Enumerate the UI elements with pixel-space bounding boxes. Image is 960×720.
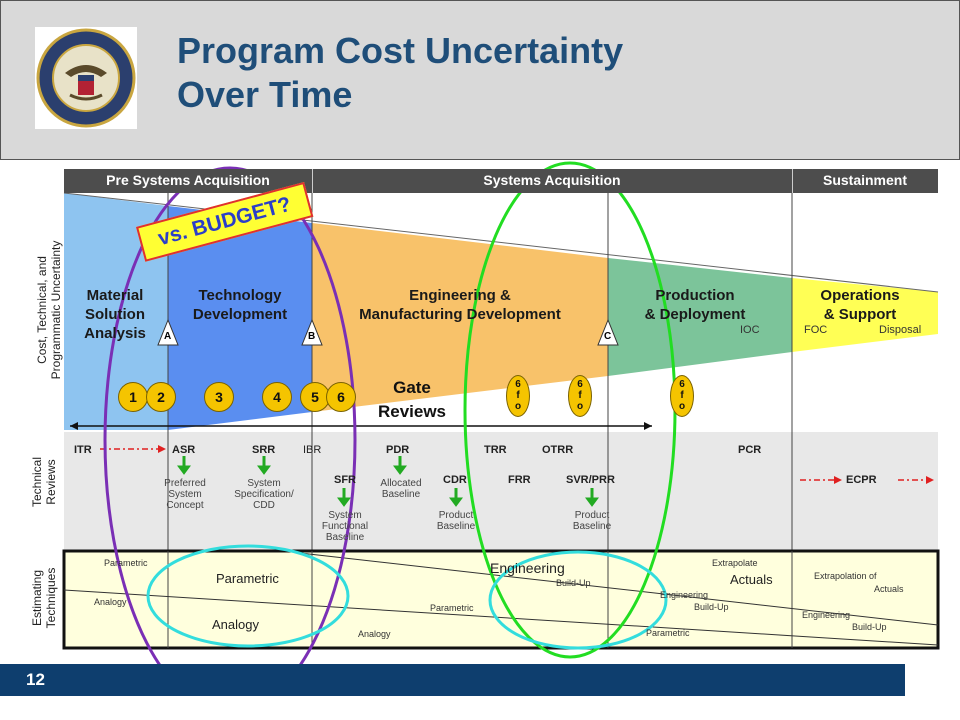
milestone-foc: FOC: [804, 324, 828, 336]
est-extrapolation-of: Extrapolation of: [814, 571, 877, 581]
sustainment-label: Sustainment: [822, 172, 907, 188]
baseline-product-2: Product Baseline: [572, 510, 612, 532]
baseline-preferred-system-concept: Preferred System Concept: [164, 478, 206, 511]
baseline-system-functional: System Functional Baseline: [321, 510, 369, 543]
review-svr-prr: SVR/PRR: [566, 474, 615, 486]
page-number: 12: [26, 670, 45, 689]
review-frr: FRR: [508, 474, 531, 486]
baseline-allocated: Allocated Baseline: [380, 478, 422, 500]
cost-uncertainty-side-label: Cost, Technical, and Programmatic Uncerta…: [35, 240, 63, 380]
footer-bar: 12: [0, 664, 905, 696]
gate-2: 2: [146, 382, 176, 412]
est-extrapolate: Extrapolate: [712, 558, 758, 568]
phase-pd: Production & Deployment: [644, 287, 746, 323]
purple-annotation-oval: [103, 166, 357, 664]
emd-region: [312, 223, 608, 412]
acquisition-diagram: [62, 161, 940, 664]
navy-seal-logo: [35, 27, 137, 129]
gate-3: 3: [204, 382, 234, 412]
td-region: [168, 206, 312, 430]
gate-1: 1: [118, 382, 148, 412]
est-buildup-emd: Build-Up: [556, 578, 591, 588]
phase-msa: Material Solution Analysis: [84, 287, 146, 342]
est-parametric-pd: Parametric: [646, 628, 690, 638]
est-actuals: Actuals: [730, 572, 773, 587]
review-pcr: PCR: [738, 444, 762, 456]
milestone-c-triangle: [597, 318, 619, 346]
pd-region: [608, 258, 792, 376]
milestone-a-triangle: [157, 318, 179, 346]
review-srr: SRR: [252, 444, 276, 456]
baseline-product-1: Product Baseline: [436, 510, 476, 532]
est-parametric-top: Parametric: [104, 558, 148, 568]
header-banner: Program Cost Uncertainty Over Time: [0, 0, 960, 160]
pre-systems-label: Pre Systems Acquisition: [106, 172, 270, 188]
review-asr: ASR: [172, 444, 196, 456]
os-region: [792, 278, 938, 352]
est-analogy-big: Analogy: [212, 617, 259, 632]
phase-emd: Engineering & Manufacturing Development: [359, 287, 561, 323]
technical-reviews-side-label: Technical Reviews: [30, 456, 58, 508]
acquisition-phase-bar: Pre Systems Acquisition Systems Acquisit…: [64, 169, 938, 193]
phase-os: Operations & Support: [820, 287, 900, 323]
gate-reviews-label: Gate Reviews: [377, 378, 447, 421]
estimating-techniques-side-label: Estimating Techniques: [30, 567, 58, 629]
gate-6: 6: [326, 382, 356, 412]
milestone-b-triangle: [301, 318, 323, 346]
review-pdr: PDR: [386, 444, 410, 456]
est-analogy-left: Analogy: [94, 597, 127, 607]
review-otrr: OTRR: [542, 444, 574, 456]
baseline-system-specification: System Specification/CDD: [234, 478, 294, 511]
est-analogy-low: Analogy: [358, 629, 391, 639]
milestone-b: B: [308, 331, 316, 342]
est-engineering-os: Engineering: [802, 610, 851, 620]
review-sfr: SFR: [334, 474, 356, 486]
cyan-annotation-oval-left: [146, 544, 350, 648]
review-trr: TRR: [484, 444, 507, 456]
milestone-c: C: [604, 331, 612, 342]
est-buildup-os: Build-Up: [852, 622, 887, 632]
gate-4: 4: [262, 382, 292, 412]
est-parametric-big: Parametric: [216, 571, 279, 586]
milestone-a: A: [164, 331, 172, 342]
est-actuals-os: Actuals: [874, 584, 904, 594]
phase-td: Technology Development: [192, 287, 288, 323]
review-itr: ITR: [74, 444, 92, 456]
review-cdr: CDR: [443, 474, 467, 486]
gate-5: 5: [300, 382, 330, 412]
est-engineering-pd: Engineering: [660, 590, 709, 600]
review-ecpr: ECPR: [846, 474, 877, 486]
est-parametric-mid: Parametric: [430, 603, 474, 613]
cyan-annotation-oval-right: [488, 550, 668, 650]
milestone-ioc: IOC: [740, 324, 760, 336]
page-title: Program Cost Uncertainty Over Time: [177, 30, 624, 115]
milestone-disposal: Disposal: [879, 324, 922, 336]
review-ibr: IBR: [303, 444, 322, 456]
est-buildup-pd: Build-Up: [694, 602, 729, 612]
est-engineering-big: Engineering: [490, 560, 565, 576]
systems-acquisition-label: Systems Acquisition: [483, 172, 621, 188]
